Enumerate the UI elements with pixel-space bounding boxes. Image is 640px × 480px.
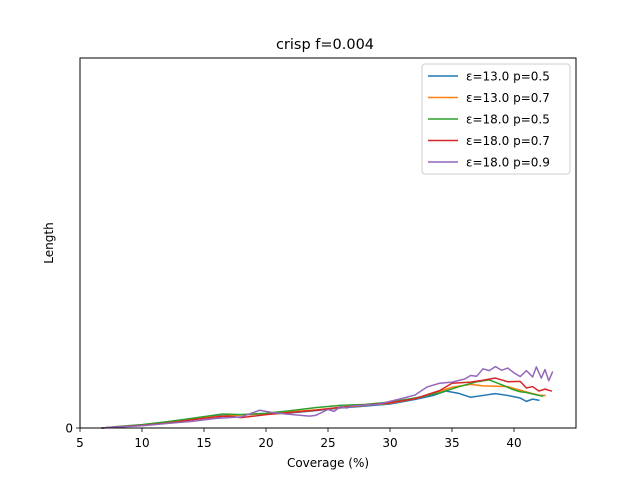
x-axis-label: Coverage (%): [287, 456, 369, 470]
x-tick-label: 10: [134, 436, 149, 450]
plot-lines: [101, 365, 554, 429]
legend: ε=13.0 p=0.5 ε=13.0 p=0.7 ε=18.0 p=0.5 ε=18…: [421, 63, 571, 175]
y-axis: 0: [65, 422, 80, 436]
y-tick-label: 0: [65, 422, 73, 436]
series-line-5: [101, 365, 554, 429]
y-axis-label: Length: [42, 222, 56, 263]
legend-label-4: ε=18.0 p=0.7: [466, 134, 550, 148]
legend-label-1: ε=13.0 p=0.5: [466, 70, 550, 84]
x-tick-label: 5: [76, 436, 84, 450]
x-tick-label: 30: [382, 436, 397, 450]
x-tick-label: 40: [506, 436, 521, 450]
x-tick-label: 15: [196, 436, 211, 450]
legend-label-3: ε=18.0 p=0.5: [466, 113, 550, 127]
chart-title: crisp f=0.004: [276, 37, 374, 53]
x-tick-label: 35: [444, 436, 459, 450]
x-tick-label: 25: [320, 436, 335, 450]
legend-items: ε=13.0 p=0.5 ε=13.0 p=0.7 ε=18.0 p=0.5 ε=18…: [428, 70, 550, 170]
legend-label-2: ε=13.0 p=0.7: [466, 91, 550, 105]
x-axis: 5 10 15 20 25 30 35 40: [76, 428, 522, 450]
x-tick-label: 20: [258, 436, 273, 450]
legend-label-5: ε=18.0 p=0.9: [466, 156, 550, 170]
legend-box: [421, 63, 571, 175]
